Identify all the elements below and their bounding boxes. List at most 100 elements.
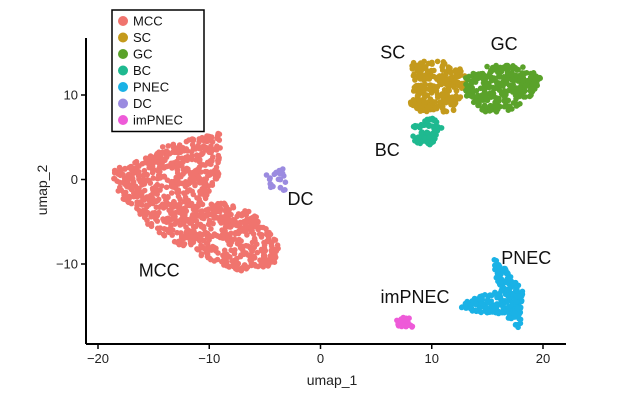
point-mcc	[174, 229, 180, 236]
point-mcc	[201, 182, 208, 189]
point-mcc	[216, 137, 223, 143]
point-pnec	[506, 277, 513, 283]
point-pnec	[514, 305, 520, 312]
point-gc	[521, 94, 527, 100]
point-mcc	[173, 158, 180, 165]
point-pnec	[498, 271, 505, 277]
point-gc	[532, 86, 538, 92]
point-gc	[522, 82, 529, 89]
point-gc	[469, 78, 475, 84]
point-mcc	[171, 215, 177, 222]
point-mcc	[154, 152, 160, 159]
point-gc	[487, 70, 493, 76]
point-dc	[280, 187, 287, 193]
point-bc	[432, 117, 438, 123]
series-sc	[407, 58, 468, 115]
point-mcc	[265, 263, 271, 269]
point-mcc	[255, 226, 261, 233]
cluster-label-pnec: PNEC	[501, 248, 551, 268]
point-sc	[454, 69, 461, 76]
points-layer	[111, 58, 543, 331]
point-sc	[448, 98, 455, 105]
point-mcc	[176, 201, 183, 207]
x-tick-label: −20	[87, 351, 109, 366]
point-mcc	[213, 245, 219, 252]
y-tick-label: 0	[71, 172, 78, 187]
point-mcc	[139, 211, 146, 217]
point-gc	[501, 64, 508, 70]
point-gc	[475, 92, 481, 99]
cluster-annotations: MCC SC GC BC DC PNEC imPNEC	[139, 34, 552, 307]
point-mcc	[258, 261, 265, 267]
point-mcc	[188, 229, 195, 235]
point-mcc	[116, 171, 123, 178]
point-pnec	[491, 257, 498, 263]
point-mcc	[249, 248, 255, 255]
point-gc	[465, 86, 471, 92]
legend-swatch-gc	[118, 49, 128, 59]
point-pnec	[515, 282, 522, 289]
x-axis-ticks: −20 −10 0 10 20	[87, 344, 550, 366]
x-tick-label: 20	[536, 351, 550, 366]
point-sc	[421, 92, 428, 98]
point-mcc	[206, 148, 212, 155]
point-pnec	[492, 289, 498, 296]
point-mcc	[202, 168, 209, 175]
point-mcc	[268, 243, 275, 249]
point-mcc	[205, 246, 212, 253]
point-mcc	[192, 182, 198, 189]
point-mcc	[209, 158, 215, 164]
point-bc	[412, 122, 418, 129]
point-mcc	[213, 147, 220, 153]
point-mcc	[211, 209, 218, 216]
point-mcc	[204, 133, 210, 139]
point-sc	[416, 97, 423, 104]
point-mcc	[179, 212, 186, 219]
point-sc	[429, 61, 435, 67]
point-bc	[428, 139, 435, 146]
point-gc	[489, 103, 495, 109]
point-sc	[440, 108, 447, 114]
x-tick-label: 0	[317, 351, 324, 366]
point-mcc	[267, 253, 274, 259]
cluster-label-gc: GC	[491, 34, 518, 54]
point-mcc	[193, 208, 199, 214]
point-gc	[497, 74, 503, 80]
point-gc	[487, 107, 494, 114]
point-gc	[492, 85, 499, 92]
point-mcc	[267, 258, 273, 265]
point-mcc	[196, 136, 202, 142]
point-gc	[476, 101, 482, 107]
point-pnec	[505, 303, 512, 310]
point-mcc	[224, 237, 231, 244]
point-mcc	[144, 177, 151, 183]
point-sc	[432, 99, 439, 105]
point-gc	[484, 63, 490, 70]
point-mcc	[223, 204, 230, 210]
point-mcc	[149, 194, 155, 200]
point-pnec	[496, 263, 503, 270]
point-mcc	[201, 144, 208, 151]
point-gc	[521, 88, 527, 95]
point-gc	[488, 94, 494, 100]
point-gc	[526, 93, 533, 100]
point-gc	[516, 84, 523, 91]
point-mcc	[195, 246, 201, 253]
point-mcc	[115, 188, 122, 194]
point-mcc	[238, 212, 245, 219]
point-mcc	[197, 157, 203, 163]
point-mcc	[169, 232, 175, 238]
point-mcc	[232, 231, 239, 237]
point-mcc	[205, 254, 211, 261]
point-mcc	[225, 253, 232, 260]
point-mcc	[182, 166, 189, 173]
point-gc	[491, 65, 498, 72]
point-mcc	[175, 144, 181, 151]
point-mcc	[254, 249, 261, 256]
legend-label-bc: BC	[133, 63, 151, 78]
point-mcc	[129, 167, 135, 174]
point-mcc	[205, 206, 212, 212]
point-sc	[453, 87, 460, 94]
